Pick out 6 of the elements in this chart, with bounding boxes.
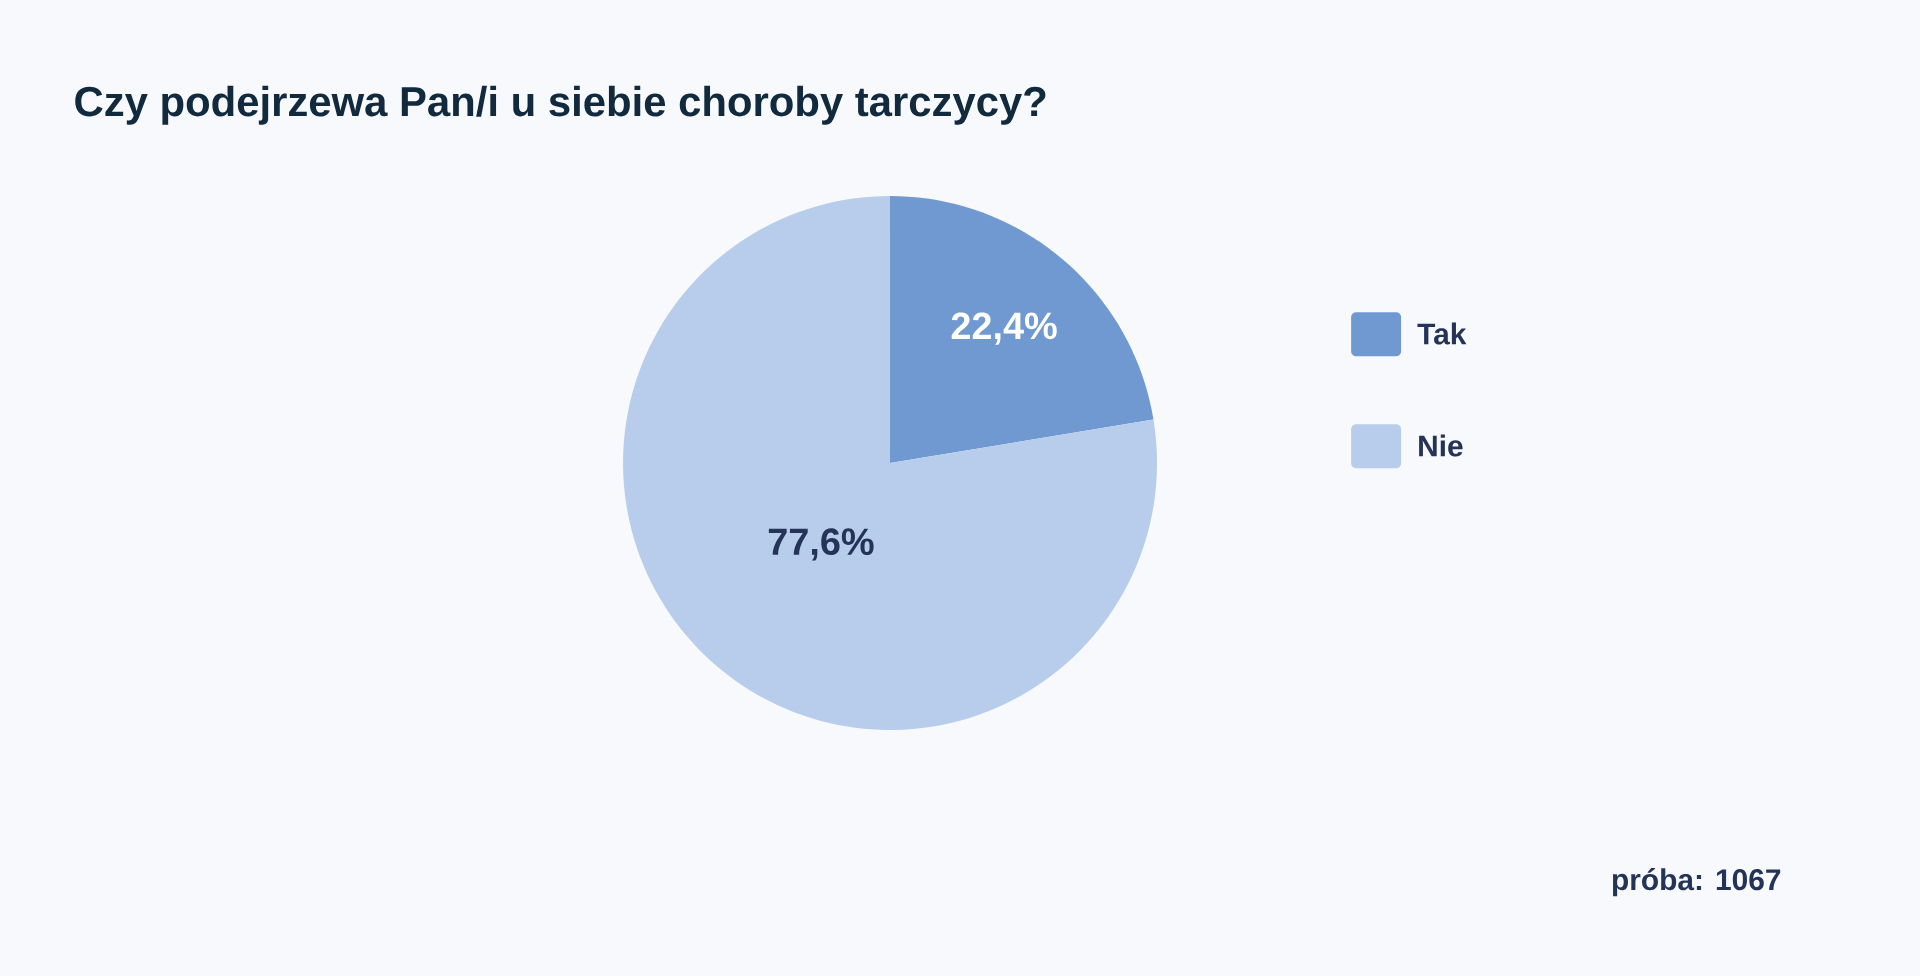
legend-label: Nie bbox=[1419, 434, 1463, 457]
chart-title: Czy podejrzewa Pan/i u siebie choroby tarczycy? bbox=[75, 85, 1046, 125]
data-label: 77,6% bbox=[768, 528, 874, 561]
text: próba: 1067 bbox=[1612, 868, 1781, 897]
data-label: 22,4% bbox=[951, 312, 1057, 345]
legend-label: Tak bbox=[1417, 322, 1467, 345]
